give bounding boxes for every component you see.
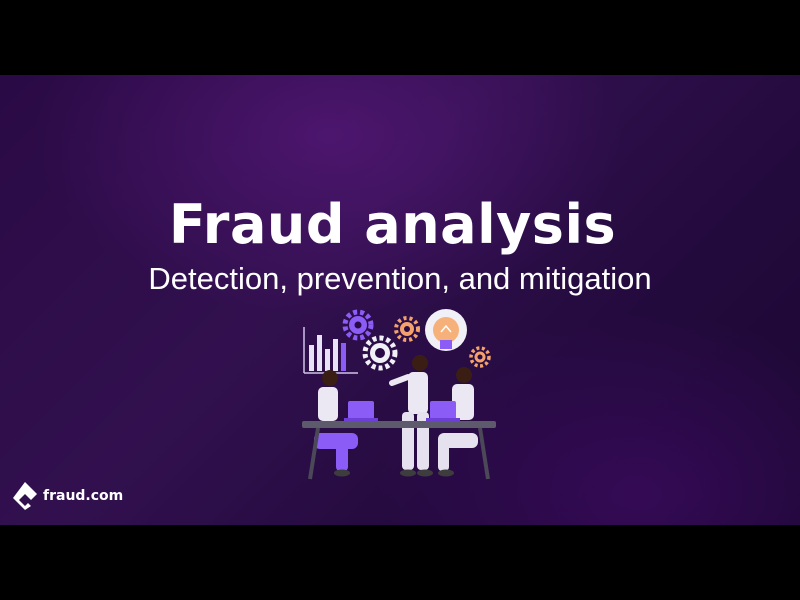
letterbox-bottom bbox=[0, 525, 800, 600]
bar-chart-icon bbox=[303, 327, 358, 374]
brand: fraud.com bbox=[12, 480, 123, 512]
slide-subtitle: Detection, prevention, and mitigation bbox=[148, 261, 652, 296]
gear-icon bbox=[342, 309, 374, 341]
gear-icon bbox=[362, 335, 398, 371]
person-seated-right bbox=[438, 367, 478, 477]
laptop-icon bbox=[426, 401, 460, 421]
laptop-icon bbox=[344, 401, 378, 421]
brand-name: fraud.com bbox=[43, 488, 124, 504]
lightbulb-icon bbox=[425, 309, 467, 351]
slide: Fraud analysis Detection, prevention, an… bbox=[0, 75, 800, 525]
slide-title: Fraud analysis bbox=[168, 193, 617, 256]
team-analysis-illustration bbox=[302, 309, 496, 480]
person-seated-left bbox=[314, 370, 358, 477]
fraud-logo-icon bbox=[13, 482, 37, 510]
gear-icon bbox=[469, 346, 491, 368]
table bbox=[302, 421, 496, 480]
letterbox-top bbox=[0, 0, 800, 75]
gear-icon bbox=[394, 316, 420, 342]
person-standing bbox=[389, 355, 433, 477]
